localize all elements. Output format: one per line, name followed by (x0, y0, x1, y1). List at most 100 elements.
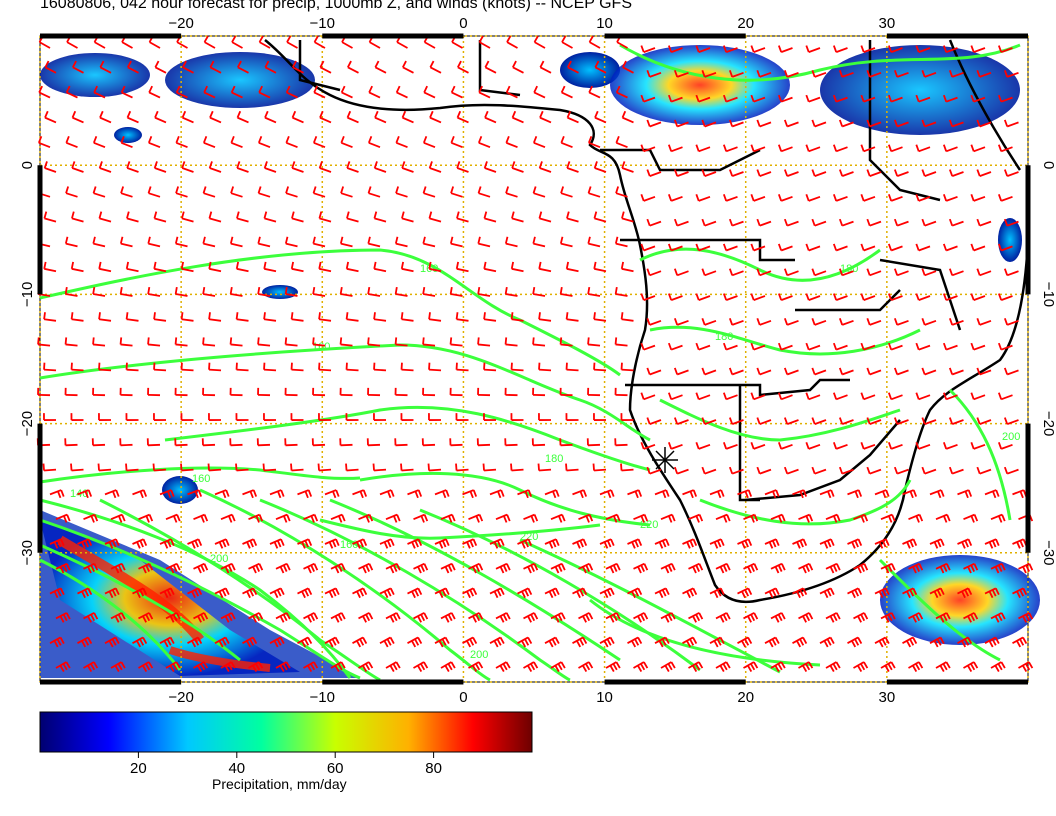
wind-barb (770, 513, 786, 523)
wind-barb (593, 413, 607, 421)
wind-barb (407, 587, 423, 599)
wind-barb (605, 661, 621, 673)
wind-barb (915, 94, 931, 103)
wind-barb (811, 70, 827, 78)
wind-barb (532, 387, 546, 397)
wind-barb (695, 194, 711, 202)
wind-barb (770, 612, 786, 623)
wind-barb (489, 587, 505, 599)
wind-barb (248, 513, 264, 523)
wind-barb (565, 413, 579, 421)
wind-barb (615, 135, 628, 149)
wind-barb (92, 236, 106, 248)
wind-barb (667, 45, 683, 53)
wind-barb (984, 636, 1000, 648)
wind-barb (174, 337, 188, 347)
wind-barb (324, 636, 340, 648)
wind-barb (98, 413, 112, 421)
wind-barb (440, 562, 456, 574)
wind-barb (633, 661, 649, 673)
wind-barb (673, 169, 689, 177)
wind-barb (599, 587, 615, 599)
wind-barb (504, 286, 518, 297)
top-lon-label: 10 (596, 15, 613, 32)
wind-barb (291, 161, 304, 173)
wind-barb (229, 387, 243, 397)
wind-barb (860, 194, 876, 202)
wind-barb (550, 661, 566, 673)
wind-barb (132, 489, 148, 499)
wind-barb (147, 186, 161, 198)
axis-ticks (37, 33, 1031, 685)
wind-barb (990, 661, 1006, 673)
wind-barb (450, 85, 463, 99)
wind-barb (970, 144, 986, 153)
wind-barb (429, 110, 442, 124)
wind-barb (77, 636, 93, 648)
wind-barb (284, 438, 298, 447)
wind-barb (70, 312, 84, 322)
wind-barb (208, 413, 222, 421)
wind-barb (401, 211, 414, 223)
wind-barb (709, 587, 725, 599)
wind-barb (44, 60, 57, 74)
wind-barb (237, 60, 249, 74)
wind-barb (599, 636, 615, 648)
wind-barb (783, 119, 799, 128)
wind-barb (174, 387, 188, 397)
precip-area (262, 285, 298, 299)
wind-barb (99, 110, 112, 124)
wind-barb (593, 161, 607, 173)
wind-barb (783, 318, 799, 326)
wind-barb (1003, 417, 1019, 425)
wind-barb (532, 135, 546, 149)
wind-barb (462, 489, 478, 499)
wind-barb (257, 236, 271, 248)
wind-barb (83, 513, 99, 523)
wind-barb (825, 612, 841, 623)
wind-barb (715, 661, 731, 673)
wind-barb (290, 362, 304, 372)
wind-barb (646, 318, 662, 326)
wind-barb (374, 60, 387, 74)
wind-barb (915, 392, 931, 401)
wind-barb (750, 94, 766, 103)
wind-barb (291, 110, 304, 124)
wind-barb (367, 337, 381, 347)
bottom-axis-labels: −20 −10 0 10 20 30 (168, 689, 895, 706)
wind-barb (511, 161, 524, 173)
wind-barb (770, 661, 786, 673)
wind-barb (510, 413, 524, 421)
wind-barb (847, 636, 863, 648)
wind-barb (345, 312, 359, 322)
wind-barb (997, 94, 1013, 103)
wind-barb (423, 85, 436, 99)
wind-barb (297, 489, 313, 499)
wind-barb (893, 318, 909, 326)
wind-barb (125, 413, 139, 421)
wind-barb (428, 413, 442, 421)
wind-barb (722, 442, 738, 450)
wind-barb (83, 562, 99, 574)
colorbar-ticks: 20 40 60 80 (130, 752, 442, 777)
wind-barb (756, 119, 772, 128)
wind-barb (948, 466, 964, 475)
wind-barb (339, 438, 353, 447)
wind-barb (667, 194, 683, 202)
wind-barb (153, 211, 167, 223)
wind-barb (559, 236, 573, 248)
wind-barb (71, 211, 84, 223)
wind-barb (722, 243, 738, 252)
wind-barb (860, 94, 876, 103)
wind-barb (477, 337, 491, 347)
wind-barb (805, 392, 821, 401)
wind-barb (517, 636, 533, 648)
wind-barb (330, 562, 346, 574)
wind-barb (942, 293, 958, 301)
wind-barb (701, 218, 717, 227)
wind-barb (64, 438, 78, 447)
wind-barb (174, 236, 188, 248)
wind-barb (77, 538, 93, 549)
wind-barb (346, 211, 359, 223)
wind-barb (756, 169, 772, 177)
